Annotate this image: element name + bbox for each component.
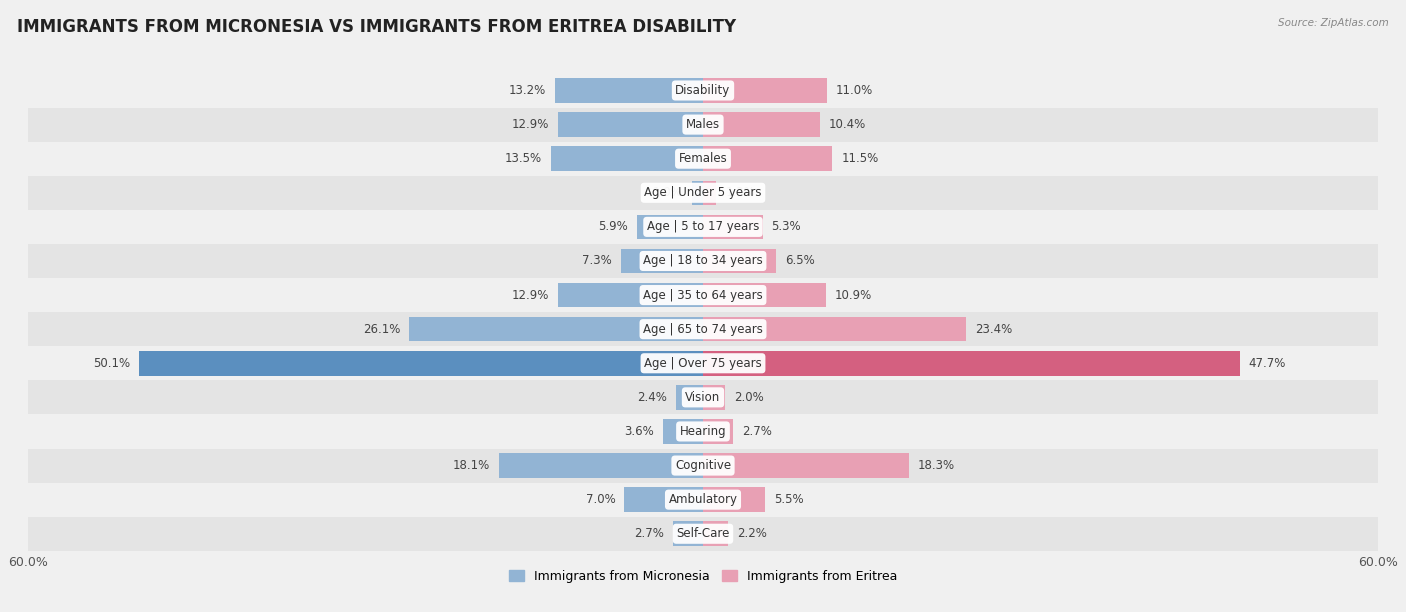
Bar xyxy=(28,517,1378,551)
Text: 1.2%: 1.2% xyxy=(725,186,755,200)
Text: 11.0%: 11.0% xyxy=(835,84,873,97)
Text: 23.4%: 23.4% xyxy=(976,323,1012,335)
Text: 5.3%: 5.3% xyxy=(772,220,801,233)
Bar xyxy=(703,487,765,512)
Bar xyxy=(676,385,703,409)
Bar xyxy=(662,419,703,444)
Bar xyxy=(28,244,1378,278)
Text: 26.1%: 26.1% xyxy=(363,323,401,335)
Text: Age | 35 to 64 years: Age | 35 to 64 years xyxy=(643,289,763,302)
Bar xyxy=(28,73,1378,108)
Bar xyxy=(28,176,1378,210)
Text: Females: Females xyxy=(679,152,727,165)
Bar xyxy=(28,449,1378,483)
Text: Ambulatory: Ambulatory xyxy=(668,493,738,506)
Bar xyxy=(703,521,728,546)
Text: 5.5%: 5.5% xyxy=(773,493,803,506)
Bar xyxy=(703,453,908,478)
Text: 2.7%: 2.7% xyxy=(634,528,664,540)
Text: Cognitive: Cognitive xyxy=(675,459,731,472)
Text: 10.9%: 10.9% xyxy=(835,289,872,302)
Legend: Immigrants from Micronesia, Immigrants from Eritrea: Immigrants from Micronesia, Immigrants f… xyxy=(503,564,903,588)
Bar xyxy=(28,278,1378,312)
Text: 47.7%: 47.7% xyxy=(1249,357,1286,370)
Bar xyxy=(624,487,703,512)
Bar xyxy=(692,181,703,205)
Text: 2.0%: 2.0% xyxy=(734,391,765,404)
Text: Age | Under 5 years: Age | Under 5 years xyxy=(644,186,762,200)
Bar xyxy=(672,521,703,546)
Bar xyxy=(28,312,1378,346)
Text: 18.3%: 18.3% xyxy=(918,459,955,472)
Bar xyxy=(409,317,703,341)
Text: 6.5%: 6.5% xyxy=(785,255,815,267)
Text: 13.2%: 13.2% xyxy=(509,84,546,97)
Bar xyxy=(703,385,725,409)
Bar xyxy=(703,419,734,444)
Text: 11.5%: 11.5% xyxy=(841,152,879,165)
Bar xyxy=(558,283,703,307)
Text: Self-Care: Self-Care xyxy=(676,528,730,540)
Bar xyxy=(703,181,717,205)
Text: Disability: Disability xyxy=(675,84,731,97)
Text: 12.9%: 12.9% xyxy=(512,118,548,131)
Text: 12.9%: 12.9% xyxy=(512,289,548,302)
Bar xyxy=(703,215,762,239)
Bar xyxy=(28,380,1378,414)
Text: 2.7%: 2.7% xyxy=(742,425,772,438)
Bar xyxy=(28,414,1378,449)
Text: Age | 5 to 17 years: Age | 5 to 17 years xyxy=(647,220,759,233)
Bar xyxy=(703,283,825,307)
Bar xyxy=(139,351,703,376)
Text: Hearing: Hearing xyxy=(679,425,727,438)
Bar xyxy=(28,483,1378,517)
Text: 10.4%: 10.4% xyxy=(830,118,866,131)
Bar xyxy=(621,248,703,273)
Text: 50.1%: 50.1% xyxy=(93,357,131,370)
Text: 7.0%: 7.0% xyxy=(585,493,616,506)
Text: 5.9%: 5.9% xyxy=(598,220,627,233)
Text: 3.6%: 3.6% xyxy=(624,425,654,438)
Text: Males: Males xyxy=(686,118,720,131)
Bar xyxy=(28,210,1378,244)
Bar xyxy=(703,351,1240,376)
Bar xyxy=(551,146,703,171)
Bar xyxy=(703,113,820,137)
Bar xyxy=(28,141,1378,176)
Text: 1.0%: 1.0% xyxy=(652,186,683,200)
Bar xyxy=(499,453,703,478)
Bar xyxy=(637,215,703,239)
Bar xyxy=(554,78,703,103)
Bar xyxy=(703,317,966,341)
Text: IMMIGRANTS FROM MICRONESIA VS IMMIGRANTS FROM ERITREA DISABILITY: IMMIGRANTS FROM MICRONESIA VS IMMIGRANTS… xyxy=(17,18,735,36)
Bar xyxy=(703,248,776,273)
Text: 7.3%: 7.3% xyxy=(582,255,612,267)
Bar xyxy=(28,346,1378,380)
Text: Age | Over 75 years: Age | Over 75 years xyxy=(644,357,762,370)
Bar xyxy=(28,108,1378,141)
Text: 18.1%: 18.1% xyxy=(453,459,491,472)
Text: Age | 18 to 34 years: Age | 18 to 34 years xyxy=(643,255,763,267)
Text: Vision: Vision xyxy=(685,391,721,404)
Text: 2.4%: 2.4% xyxy=(637,391,666,404)
Text: Source: ZipAtlas.com: Source: ZipAtlas.com xyxy=(1278,18,1389,28)
Text: 2.2%: 2.2% xyxy=(737,528,766,540)
Text: 13.5%: 13.5% xyxy=(505,152,543,165)
Bar xyxy=(703,78,827,103)
Bar xyxy=(558,113,703,137)
Text: Age | 65 to 74 years: Age | 65 to 74 years xyxy=(643,323,763,335)
Bar xyxy=(703,146,832,171)
